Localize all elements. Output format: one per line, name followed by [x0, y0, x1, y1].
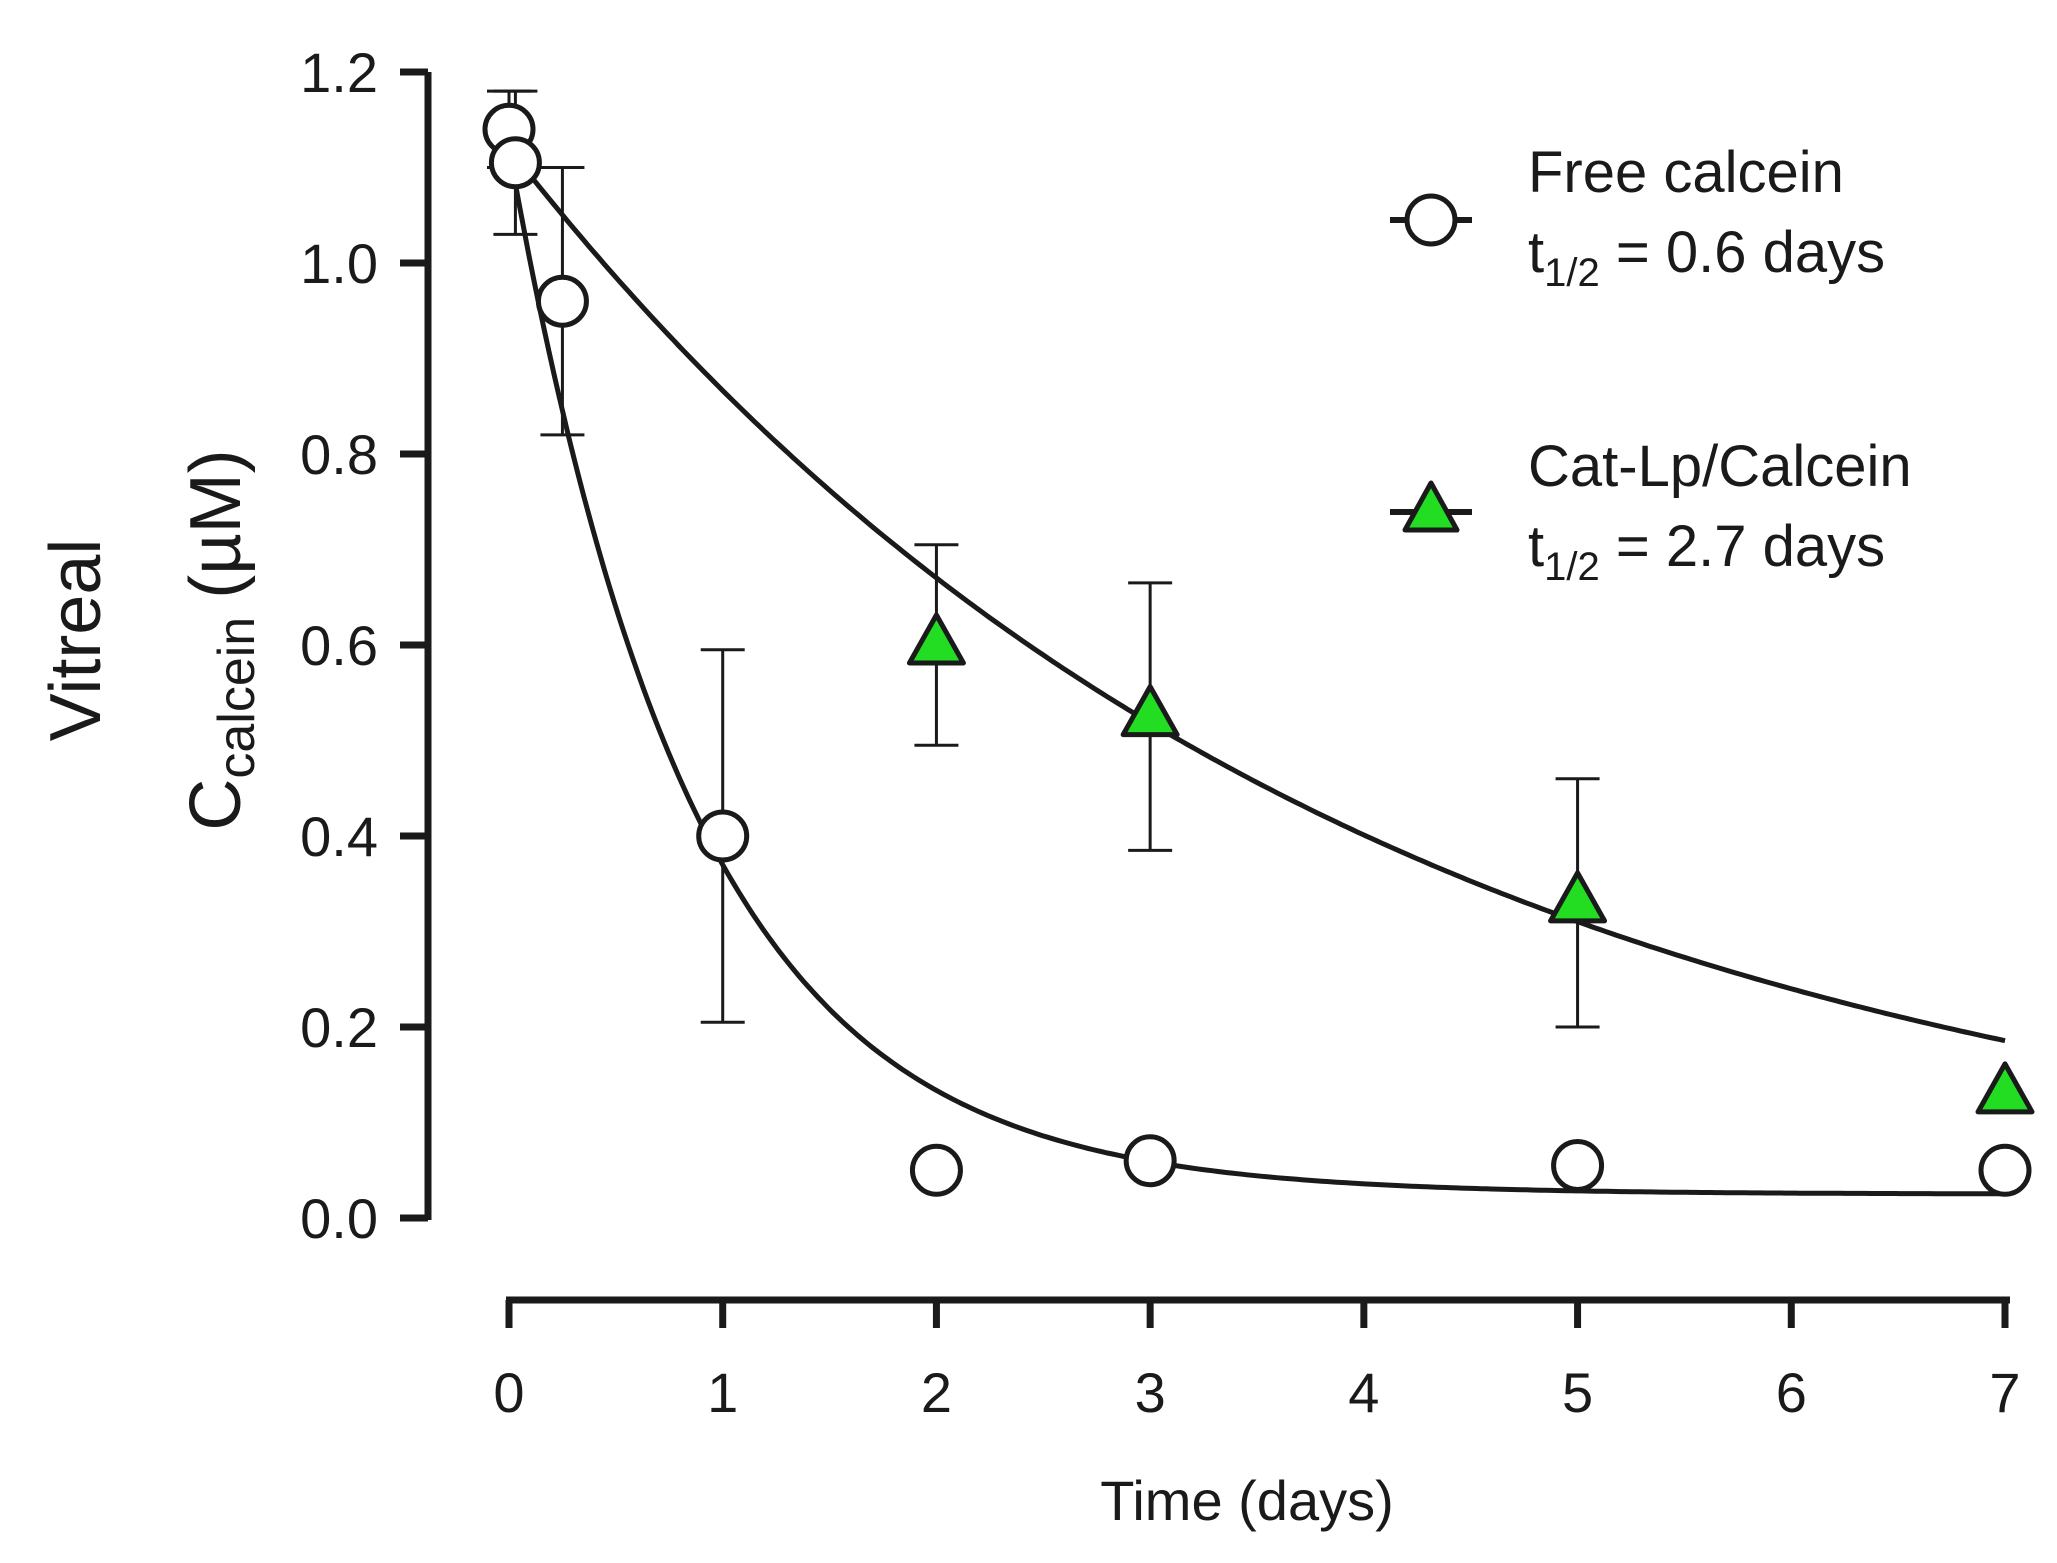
y-axis-title-line2: Ccalcein (µM) [176, 449, 266, 830]
y-tick-label: 0.6 [300, 614, 378, 677]
y-tick-label: 0.2 [300, 996, 378, 1059]
x-tick-label: 7 [1989, 1361, 2020, 1424]
data-point-triangle [1975, 1061, 2035, 1115]
y-tick-label: 1.2 [300, 41, 378, 104]
y-tick-label: 0.0 [300, 1187, 378, 1250]
data-point-triangle [1548, 870, 1608, 924]
legend-marker-cat-lp [1402, 480, 1460, 533]
legend-halflife-value: = 0.6 days [1600, 220, 1885, 285]
legend-halflife-cat-lp: t1/2 = 2.7 days [1528, 514, 1885, 589]
data-point-circle [1123, 1134, 1177, 1188]
y-axis-title-line1: Vitreal [36, 539, 116, 742]
legend-marker-free-calcein [1404, 193, 1458, 247]
x-axis-title: Time (days) [1100, 1469, 1394, 1532]
legend-halflife-sub: 1/2 [1544, 545, 1600, 589]
legend-label-free-calcein: Free calcein [1528, 140, 1844, 205]
x-tick-label: 0 [493, 1361, 524, 1424]
data-point-circle [909, 1143, 963, 1197]
legend-halflife-prefix: t [1528, 514, 1544, 579]
data-point-circle [488, 136, 542, 190]
legend-label-cat-lp: Cat-Lp/Calcein [1528, 434, 1912, 499]
fit-curves [506, 146, 2006, 1197]
fit-curve [507, 146, 2006, 1044]
y-axis-title-unit: (µM) [176, 449, 256, 598]
x-tick-label: 1 [707, 1361, 738, 1424]
y-tick-label: 0.8 [300, 423, 378, 486]
x-tick-label: 5 [1562, 1361, 1593, 1424]
data-point-circle [1551, 1138, 1605, 1192]
x-tick-label: 4 [1348, 1361, 1379, 1424]
legend-halflife-free-calcein: t1/2 = 0.6 days [1528, 220, 1885, 295]
data-point-circle [696, 809, 750, 863]
y-axis-title-sub: calcein [208, 617, 266, 779]
data-point-circle [535, 274, 589, 328]
y-axis-title: Vitreal [36, 539, 116, 742]
x-tick-label: 2 [921, 1361, 952, 1424]
fit-curve [506, 147, 2005, 1197]
data-point-triangle [1120, 684, 1180, 738]
x-tick-label: 3 [1135, 1361, 1166, 1424]
legend-item-free-calcein: Free calcein t1/2 = 0.6 days [1390, 140, 1885, 295]
y-axis: 0.0 0.2 0.4 0.6 0.8 1.0 1.2 [300, 41, 432, 1250]
y-axis-title-second: Ccalcein (µM) [176, 449, 266, 830]
x-axis: 0 1 2 3 4 5 6 7 [493, 1296, 2021, 1424]
data-point-circle [1978, 1143, 2032, 1197]
legend: Free calcein t1/2 = 0.6 days Cat-Lp/Calc… [1390, 140, 1912, 589]
y-tick-label: 0.4 [300, 805, 378, 868]
data-markers [482, 102, 2035, 1197]
y-tick-label: 1.0 [300, 232, 378, 295]
legend-halflife-sub: 1/2 [1544, 251, 1600, 295]
y-axis-title-main: C [176, 779, 256, 831]
legend-halflife-value: = 2.7 days [1600, 514, 1885, 579]
x-tick-label: 6 [1776, 1361, 1807, 1424]
data-point-triangle [906, 612, 966, 666]
legend-item-cat-lp: Cat-Lp/Calcein t1/2 = 2.7 days [1390, 434, 1912, 589]
legend-halflife-prefix: t [1528, 220, 1544, 285]
